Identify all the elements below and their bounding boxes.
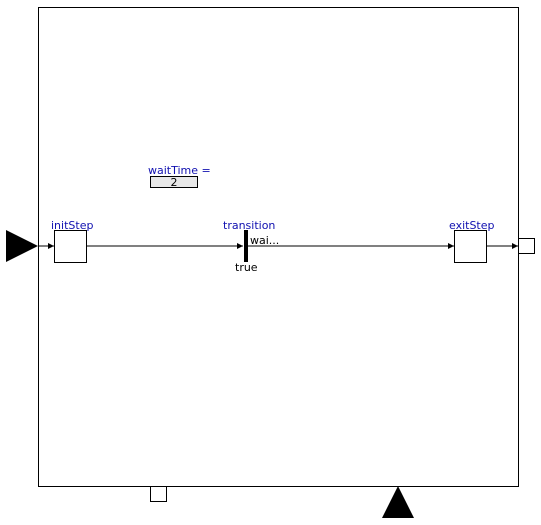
transition-condition-label: true bbox=[235, 261, 258, 274]
transition-wait-text: wai... bbox=[250, 234, 279, 247]
init-step-box[interactable] bbox=[54, 230, 87, 263]
bottom-port-square-icon[interactable] bbox=[150, 486, 167, 502]
bottom-port-triangle-icon[interactable] bbox=[382, 486, 414, 518]
output-port-square-icon[interactable] bbox=[518, 238, 535, 254]
init-step-label: initStep bbox=[51, 219, 93, 232]
param-name-label: waitTime = bbox=[148, 164, 211, 177]
input-port-triangle-icon[interactable] bbox=[6, 230, 38, 262]
block-boundary bbox=[38, 7, 519, 487]
exit-step-label: exitStep bbox=[449, 219, 495, 232]
transition-bar[interactable] bbox=[244, 230, 248, 262]
param-value-text: 2 bbox=[171, 176, 178, 189]
transition-label: transition bbox=[223, 219, 275, 232]
exit-step-box[interactable] bbox=[454, 230, 487, 263]
param-value-box[interactable] bbox=[150, 176, 198, 188]
